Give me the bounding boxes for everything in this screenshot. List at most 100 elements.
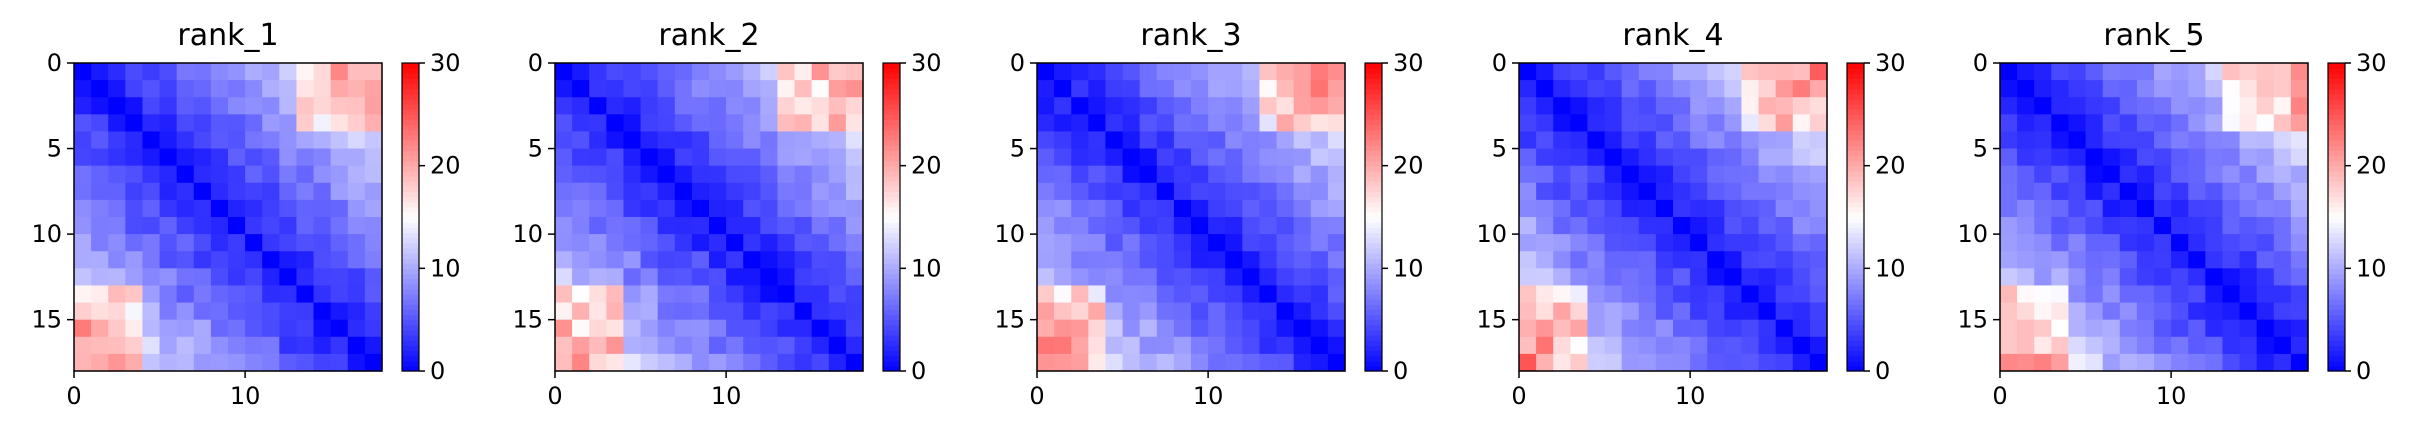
heatmap-cell bbox=[2000, 97, 2018, 115]
heatmap-cell bbox=[228, 353, 246, 372]
heatmap-cell bbox=[1570, 63, 1589, 81]
heatmap-cell bbox=[2017, 199, 2035, 218]
colorbar-step bbox=[1847, 340, 1864, 346]
heatmap-cell bbox=[142, 319, 161, 338]
heatmap-cell bbox=[1724, 217, 1743, 235]
heatmap-cell bbox=[1638, 199, 1657, 218]
heatmap-cell bbox=[2085, 234, 2104, 252]
heatmap-cell bbox=[2222, 182, 2241, 201]
heatmap-cell bbox=[1088, 353, 1107, 372]
heatmap-cell bbox=[296, 114, 315, 133]
heatmap-cell bbox=[828, 336, 847, 355]
colorbar-step bbox=[1847, 217, 1864, 223]
heatmap-cell bbox=[1604, 302, 1623, 321]
heatmap-cell bbox=[74, 165, 92, 184]
heatmap-cell bbox=[245, 114, 263, 133]
heatmap-cell bbox=[2205, 114, 2224, 133]
heatmap-cell bbox=[1792, 319, 1811, 338]
heatmap-cell bbox=[811, 182, 830, 201]
heatmap-cell bbox=[1621, 234, 1640, 252]
heatmap-cell bbox=[1741, 131, 1760, 150]
heatmap-cell bbox=[1276, 234, 1295, 252]
heatmap-cell bbox=[691, 97, 710, 115]
heatmap-cell bbox=[262, 353, 280, 372]
heatmap-cell bbox=[125, 199, 144, 218]
heatmap-cell bbox=[1173, 114, 1192, 133]
heatmap-cell bbox=[1191, 182, 1209, 201]
colorbar-tick-label: 0 bbox=[430, 357, 445, 385]
heatmap-cell bbox=[589, 234, 607, 252]
heatmap-cell bbox=[313, 234, 332, 252]
heatmap-cell bbox=[1327, 234, 1346, 252]
heatmap-cell bbox=[142, 285, 161, 304]
heatmap-cell bbox=[142, 353, 161, 372]
heatmap-cell bbox=[1071, 165, 1089, 184]
colorbar-step bbox=[883, 150, 900, 156]
heatmap-cell bbox=[674, 199, 693, 218]
heatmap-cell bbox=[1122, 148, 1141, 167]
heatmap-cells bbox=[1519, 63, 1828, 372]
heatmap-cell bbox=[777, 63, 796, 81]
heatmap-cell bbox=[210, 97, 229, 115]
heatmap-cell bbox=[296, 319, 315, 338]
heatmap-cell bbox=[760, 251, 779, 269]
heatmap-cell bbox=[1587, 285, 1606, 304]
heatmap-cell bbox=[1809, 302, 1828, 321]
heatmap-cell bbox=[279, 165, 298, 184]
heatmap-cell bbox=[1310, 199, 1329, 218]
heatmap-cell bbox=[726, 182, 744, 201]
heatmap-cell bbox=[2119, 148, 2138, 167]
heatmap-cell bbox=[1638, 234, 1657, 252]
colorbar-step bbox=[1365, 201, 1382, 208]
heatmap-cell bbox=[691, 148, 710, 167]
heatmap-cell bbox=[245, 336, 263, 355]
heatmap-cell bbox=[330, 268, 349, 287]
heatmap-frame bbox=[1999, 62, 2309, 372]
colorbar-step bbox=[402, 227, 419, 233]
heatmap-cell bbox=[159, 148, 178, 167]
heatmap-cell bbox=[1621, 80, 1640, 98]
heatmap-cell bbox=[176, 80, 195, 98]
heatmap-cell bbox=[674, 63, 693, 81]
heatmap-cell bbox=[2034, 97, 2052, 115]
heatmap-cell bbox=[760, 148, 779, 167]
colorbar-step bbox=[1365, 309, 1382, 316]
heatmap-cell bbox=[1259, 165, 1278, 184]
heatmap-cell bbox=[193, 63, 212, 81]
heatmap-cell bbox=[777, 217, 796, 235]
heatmap-cell bbox=[1293, 97, 1312, 115]
heatmap-cell bbox=[313, 114, 332, 133]
heatmap-cell bbox=[811, 165, 830, 184]
heatmap-cell bbox=[1621, 319, 1640, 338]
heatmap-cell bbox=[1105, 234, 1124, 252]
heatmap-cell bbox=[2102, 165, 2121, 184]
heatmap-cell bbox=[1139, 268, 1158, 287]
heatmap-cell bbox=[606, 148, 625, 167]
heatmap-cell bbox=[1054, 63, 1072, 81]
heatmap-cell bbox=[1724, 199, 1743, 218]
heatmap-cell bbox=[1259, 336, 1278, 355]
heatmap-cell bbox=[657, 336, 676, 355]
heatmap-cell bbox=[640, 80, 659, 98]
heatmap-cell bbox=[1105, 97, 1124, 115]
heatmap-cell bbox=[347, 199, 366, 218]
heatmap-cell bbox=[1105, 199, 1124, 218]
heatmap-cell bbox=[74, 80, 92, 98]
heatmap-cell bbox=[674, 234, 693, 252]
heatmap-cell bbox=[2136, 302, 2155, 321]
heatmap-cell bbox=[811, 80, 830, 98]
colorbar-step bbox=[402, 247, 419, 254]
colorbar-step bbox=[883, 329, 900, 336]
colorbar-step bbox=[2328, 258, 2345, 264]
heatmap-cell bbox=[1553, 80, 1571, 98]
heatmap-cell bbox=[2222, 251, 2241, 269]
heatmap-cell bbox=[125, 114, 144, 133]
heatmap-cell bbox=[91, 251, 109, 269]
colorbar-step bbox=[1365, 345, 1382, 352]
heatmap-cell bbox=[794, 319, 813, 338]
heatmap-cell bbox=[709, 148, 727, 167]
colorbar-step bbox=[1365, 109, 1382, 115]
heatmap-cell bbox=[1191, 285, 1209, 304]
heatmap-cell bbox=[2222, 165, 2241, 184]
heatmap-cell bbox=[726, 217, 744, 235]
